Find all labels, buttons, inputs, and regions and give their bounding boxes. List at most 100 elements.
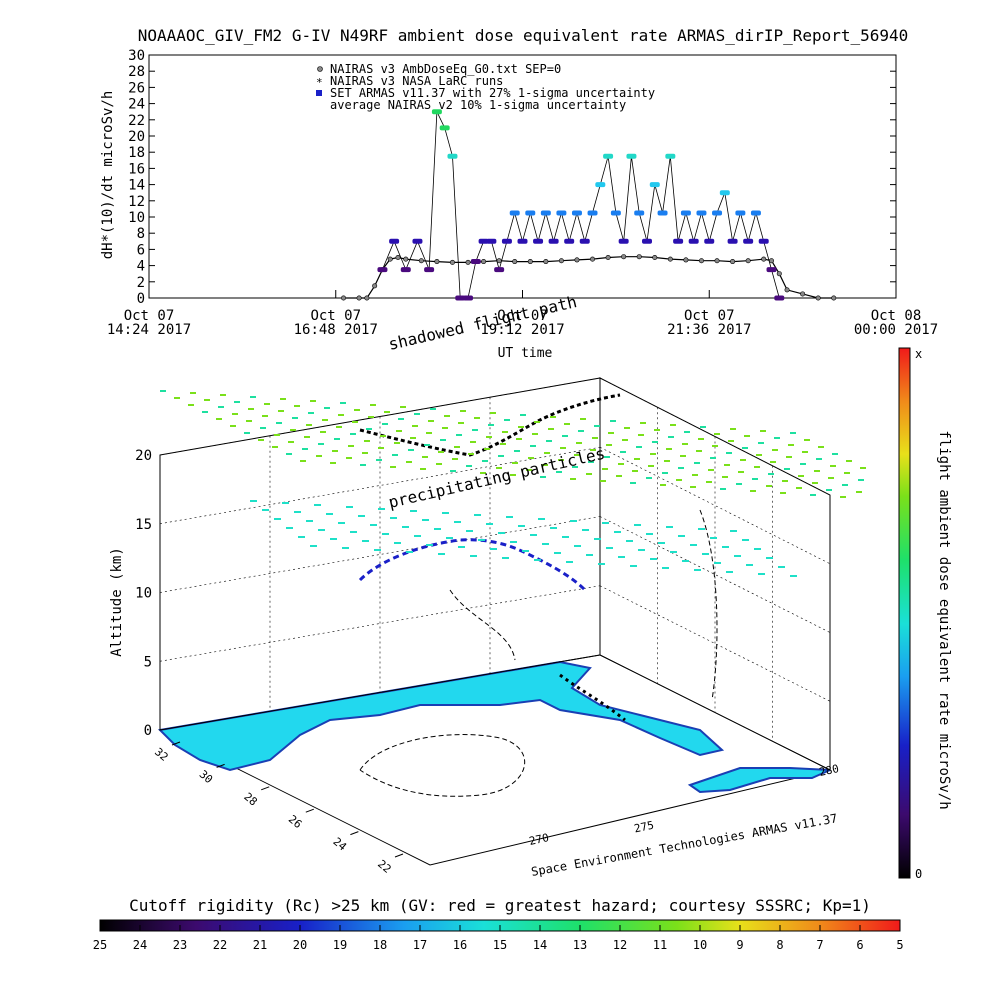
- dose-rate-point: [534, 559, 541, 561]
- dose-rate-point: [586, 554, 593, 556]
- rigidity-tick-label: 10: [693, 938, 707, 952]
- y-tick-label: 4: [137, 259, 145, 275]
- armas-point: [774, 295, 785, 301]
- nairas-point: [558, 258, 564, 264]
- dose-rate-point: [502, 557, 509, 559]
- dose-rate-point: [604, 456, 610, 458]
- dose-rate-point: [412, 425, 418, 427]
- dose-rate-point: [414, 413, 420, 415]
- dose-rate-point: [278, 410, 284, 412]
- dose-rate-point: [540, 476, 546, 478]
- dose-rate-point: [368, 416, 374, 418]
- armas-point: [377, 267, 388, 273]
- dose-rate-point: [258, 439, 264, 441]
- dose-rate-point: [504, 419, 510, 421]
- dose-rate-point: [682, 443, 688, 445]
- dose-rate-point: [780, 492, 786, 494]
- dose-rate-point: [314, 504, 321, 506]
- y-tick-label: 24: [128, 97, 145, 113]
- dose-rate-point: [696, 450, 702, 452]
- dose-rate-point: [428, 420, 434, 422]
- dose-rate-point: [526, 469, 532, 471]
- dose-rate-point: [246, 420, 252, 422]
- dose-rate-point: [858, 479, 864, 481]
- dose-rate-point: [346, 506, 353, 508]
- rigidity-tick-label: 16: [453, 938, 467, 952]
- dose-rate-point: [380, 435, 386, 437]
- armas-point: [610, 210, 621, 216]
- dose-rate-point: [522, 550, 529, 552]
- dose-rate-point: [840, 496, 846, 498]
- dose-rate-point: [846, 460, 852, 462]
- armas-point: [579, 238, 590, 244]
- dose-rate-point: [574, 454, 580, 456]
- nairas-point: [683, 257, 689, 263]
- dose-rate-point: [316, 455, 322, 457]
- dose-rate-point: [282, 502, 289, 504]
- dose-rate-point: [458, 546, 465, 548]
- shadowed-path: [359, 393, 621, 457]
- dose-rate-point: [726, 571, 733, 573]
- dose-rate-point: [790, 575, 797, 577]
- grid-line: [599, 446, 831, 565]
- figure-title: NOAAAOC_GIV_FM2 G-IV N49RF ambient dose …: [138, 26, 909, 45]
- armas-point: [712, 210, 723, 216]
- dose-rate-point: [442, 512, 449, 514]
- dose-rate-point: [594, 425, 600, 427]
- dose-rate-point: [502, 431, 508, 433]
- dose-rate-point: [600, 480, 606, 482]
- dose-rate-point: [394, 442, 400, 444]
- dose-rate-point: [812, 482, 818, 484]
- dose-rate-point: [666, 448, 672, 450]
- dose-rate-point: [630, 565, 637, 567]
- armas-point: [478, 238, 489, 244]
- armas-point: [564, 238, 575, 244]
- dose-rate-point: [218, 406, 224, 408]
- dose-rate-point: [422, 456, 428, 458]
- back-wall-right: [599, 377, 831, 771]
- nairas-point: [449, 259, 455, 265]
- rigidity-tick-label: 23: [173, 938, 187, 952]
- dose-rate-point: [514, 450, 520, 452]
- dose-rate-point: [742, 539, 749, 541]
- dose-rate-point: [470, 555, 477, 557]
- dose-rate-point: [844, 472, 850, 474]
- dose-rate-point: [362, 540, 369, 542]
- dose-rate-point: [188, 404, 194, 406]
- nairas-point: [364, 295, 370, 301]
- dose-rate-point: [362, 452, 368, 454]
- dose-rate-point: [350, 433, 356, 435]
- dose-rate-point: [400, 406, 406, 408]
- armas-point: [719, 190, 730, 196]
- dose-rate-point: [652, 441, 658, 443]
- dose-rate-point: [378, 508, 385, 510]
- dose-rate-point: [678, 467, 684, 469]
- latitude-tick-mark: [171, 741, 181, 746]
- legend-marker-armas: [316, 90, 322, 96]
- dose-rate-point: [338, 522, 345, 524]
- dose-rate-point: [576, 442, 582, 444]
- dose-rate-point: [574, 545, 581, 547]
- armas-point: [587, 210, 598, 216]
- dose-rate-point: [754, 548, 761, 550]
- latitude-tick-mark: [216, 763, 225, 768]
- nairas-point: [815, 295, 821, 301]
- dose-rate-colorbar: x 0 flight ambient dose equivalent rate …: [898, 347, 952, 881]
- y-tick-label: 18: [128, 145, 145, 161]
- dose-rate-point: [746, 564, 753, 566]
- dose-rate-point: [318, 443, 324, 445]
- dose-rate-point: [450, 470, 456, 472]
- dose-rate-point: [592, 437, 598, 439]
- dose-rate-point: [486, 523, 493, 525]
- dose-rate-point: [288, 441, 294, 443]
- dose-rate-point: [586, 473, 592, 475]
- dose-rate-point: [676, 479, 682, 481]
- dose-rate-point: [498, 455, 504, 457]
- dose-rate-point: [512, 462, 518, 464]
- nairas-point: [481, 259, 487, 265]
- rigidity-tick-label: 17: [413, 938, 427, 952]
- armas-point: [618, 238, 629, 244]
- armas-point: [766, 267, 777, 273]
- nairas-point: [784, 287, 790, 293]
